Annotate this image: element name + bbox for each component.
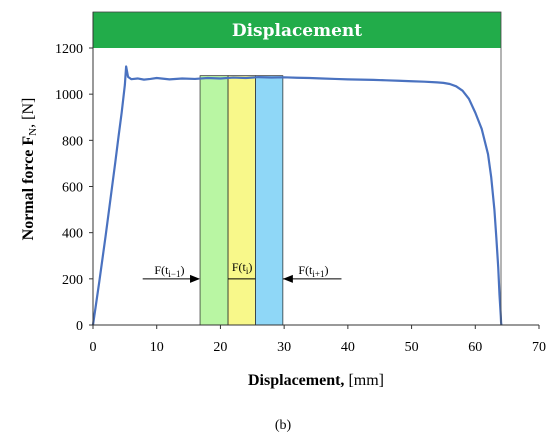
y-tick-label-1200: 1200 — [55, 42, 83, 57]
annotation-label-0: F(ti−1) — [154, 263, 184, 279]
annotations: F(ti−1) F(ti) F(ti+1) — [142, 260, 342, 283]
y-axis-title-sub: N — [27, 128, 39, 136]
figure-caption: (b) — [275, 418, 292, 433]
x-tick-label-40: 40 — [341, 340, 355, 355]
y-axis-title-unit: , [N] — [20, 98, 37, 128]
annotation-label-2: F(ti+1) — [298, 263, 328, 279]
y-axis-title: Normal force FN, [N] — [20, 98, 39, 241]
x-tick-label-0: 0 — [90, 340, 97, 355]
x-axis-title-main: Displacement, — [248, 372, 344, 389]
y-tick-label-600: 600 — [62, 181, 83, 196]
y-axis-title-main: Normal force F — [20, 136, 37, 241]
tick-labels: 0 10 20 30 40 50 60 70 0 200 400 600 800 1000 1200 — [55, 42, 546, 355]
x-tick-label-60: 60 — [468, 340, 482, 355]
annotation-base-2: F(t — [298, 263, 313, 277]
annotation-sub-1: i — [246, 266, 249, 276]
annotation-close-1: ) — [248, 260, 252, 274]
y-tick-label-400: 400 — [62, 227, 83, 242]
annotation-sub-2: i+1 — [312, 269, 324, 279]
y-tick-label-800: 800 — [62, 134, 83, 149]
arrow-left-head — [190, 274, 201, 283]
x-tick-label-50: 50 — [405, 340, 419, 355]
annotation-sub-0: i−1 — [168, 269, 180, 279]
annotation-close-0: ) — [181, 263, 185, 277]
banner — [93, 12, 501, 48]
x-tick-label-70: 70 — [532, 340, 546, 355]
plot-frame — [92, 11, 502, 326]
x-tick-label-20: 20 — [213, 340, 227, 355]
x-tick-label-30: 30 — [277, 340, 291, 355]
annotation-base-1: F(t — [232, 260, 247, 274]
band-1 — [227, 75, 256, 326]
axes — [92, 11, 539, 326]
series-lines — [91, 65, 503, 326]
band-0 — [199, 75, 229, 326]
series-line-0 — [91, 65, 503, 326]
banner-title: Displacement — [232, 21, 362, 41]
y-tick-label-200: 200 — [62, 273, 83, 288]
highlight-bands — [199, 75, 284, 326]
x-axis-title-unit: [mm] — [344, 372, 384, 389]
x-axis-title: Displacement, [mm] — [248, 372, 384, 389]
annotation-label-1: F(ti) — [232, 260, 253, 276]
y-tick-label-1000: 1000 — [55, 88, 83, 103]
annotation-close-2: ) — [324, 263, 328, 277]
arrow-right-head — [282, 274, 293, 283]
x-tick-label-10: 10 — [150, 340, 164, 355]
band-2 — [255, 75, 284, 326]
y-tick-label-0: 0 — [76, 319, 83, 334]
annotation-base-0: F(t — [154, 263, 169, 277]
